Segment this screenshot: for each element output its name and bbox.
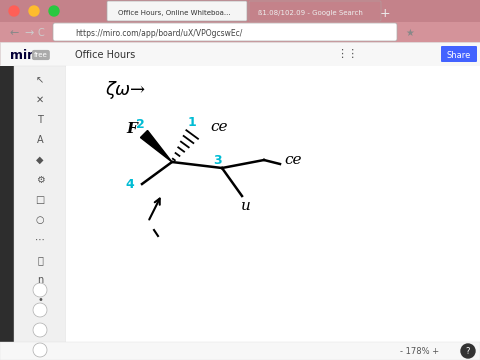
Text: 4: 4 — [126, 177, 134, 190]
Text: •: • — [37, 295, 43, 305]
Bar — [0, 342, 480, 360]
Text: 1: 1 — [188, 116, 196, 129]
Text: Office Hours, Online Whiteboa...: Office Hours, Online Whiteboa... — [118, 10, 230, 16]
Text: - 178% +: - 178% + — [400, 346, 440, 356]
Text: A: A — [36, 135, 43, 145]
Text: ⋮⋮: ⋮⋮ — [336, 49, 358, 59]
FancyBboxPatch shape — [107, 1, 247, 21]
Text: ←: ← — [10, 28, 19, 38]
Circle shape — [49, 6, 59, 16]
Circle shape — [9, 6, 19, 16]
Polygon shape — [141, 130, 172, 162]
FancyBboxPatch shape — [53, 23, 397, 41]
Text: free: free — [34, 52, 48, 58]
Circle shape — [33, 343, 47, 357]
Text: https://miro.com/app/board/uX/VPOgcswEc/: https://miro.com/app/board/uX/VPOgcswEc/ — [75, 28, 242, 37]
Bar — [0, 22, 480, 42]
Text: T: T — [37, 115, 43, 125]
Bar — [0, 66, 14, 360]
Bar — [66, 66, 480, 360]
Text: ✕: ✕ — [36, 95, 44, 105]
Text: u: u — [241, 199, 251, 213]
Text: ○: ○ — [36, 215, 44, 225]
Text: ↖: ↖ — [36, 75, 44, 85]
FancyBboxPatch shape — [249, 1, 381, 21]
Text: □: □ — [36, 195, 45, 205]
Text: F: F — [127, 122, 137, 136]
Circle shape — [29, 6, 39, 16]
Text: n: n — [37, 275, 43, 285]
Text: 3: 3 — [214, 153, 222, 166]
Text: ce: ce — [284, 153, 301, 167]
Circle shape — [33, 303, 47, 317]
Text: ★: ★ — [405, 28, 414, 38]
Bar — [0, 42, 480, 66]
Text: miro: miro — [10, 49, 42, 62]
Text: C: C — [38, 28, 45, 38]
Text: $\mathit{\zeta\omega}$→: $\mathit{\zeta\omega}$→ — [105, 79, 146, 101]
Text: ⋯: ⋯ — [35, 235, 45, 245]
Text: ß1.08/102.09 - Google Search: ß1.08/102.09 - Google Search — [258, 10, 363, 16]
Text: ⬜: ⬜ — [37, 255, 43, 265]
Text: +: + — [380, 6, 390, 19]
Bar — [0, 0, 480, 65]
Bar — [14, 66, 66, 360]
Text: ⚙: ⚙ — [36, 175, 44, 185]
Circle shape — [461, 344, 475, 358]
Text: Office Hours: Office Hours — [75, 50, 135, 60]
Text: →: → — [24, 28, 34, 38]
Text: 2: 2 — [136, 117, 144, 131]
Text: ?: ? — [466, 346, 470, 356]
Circle shape — [33, 283, 47, 297]
Bar — [0, 0, 480, 22]
Circle shape — [33, 323, 47, 337]
Text: ◆: ◆ — [36, 155, 44, 165]
Text: Share: Share — [447, 50, 471, 59]
Text: ce: ce — [210, 120, 228, 134]
FancyBboxPatch shape — [441, 46, 477, 62]
